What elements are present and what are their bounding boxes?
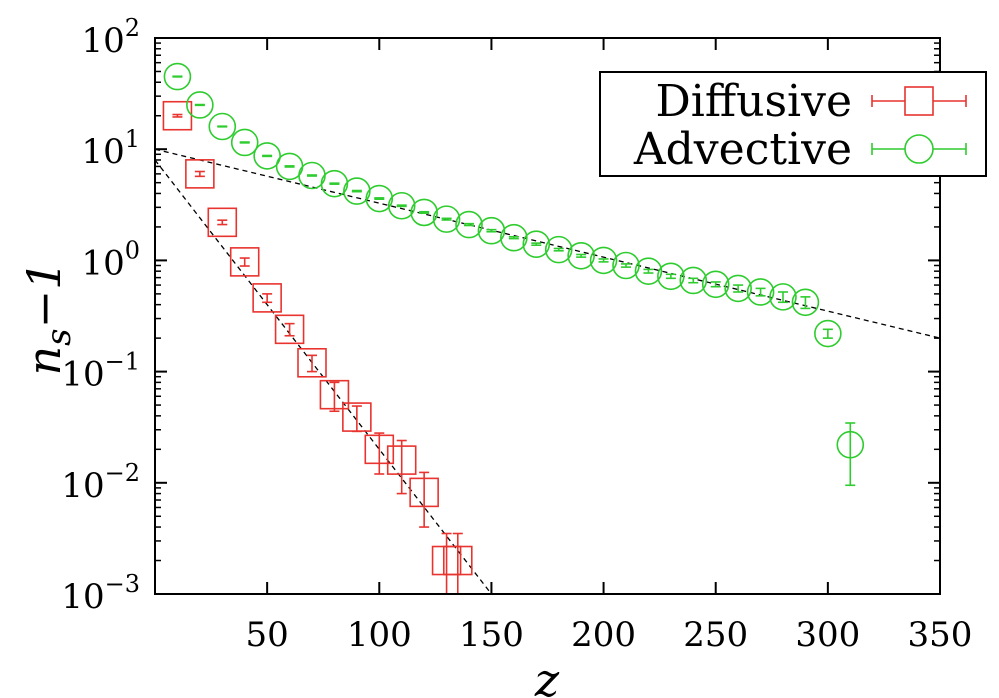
data-point-circle (522, 230, 551, 258)
data-point-circle (836, 430, 865, 459)
y-tick-label-base: 10 (81, 243, 124, 283)
data-point-circle (500, 223, 528, 252)
series-diffusive (162, 100, 473, 595)
x-tick-label: 350 (908, 615, 973, 655)
data-point-circle (634, 257, 663, 285)
y-tick-label: 100 (81, 236, 140, 283)
data-point-square (386, 445, 417, 475)
y-axis-label-main: n (17, 346, 71, 376)
data-point-circle (387, 191, 416, 220)
x-tick-label: 150 (459, 615, 524, 655)
x-tick-label: 250 (683, 615, 748, 655)
y-tick-label-exponent: 2 (125, 14, 140, 42)
y-tick-label: 10−2 (61, 459, 140, 506)
data-point-circle (746, 278, 775, 306)
legend-symbol-advective (871, 134, 967, 164)
y-tick-label: 10−3 (61, 570, 140, 617)
y-axis-label-sub: s (39, 328, 79, 345)
data-point-square (409, 477, 439, 508)
data-point-square (342, 402, 372, 432)
data-point-circle (186, 91, 214, 119)
y-tick-label-exponent: 0 (125, 236, 140, 264)
y-tick-label-exponent: −1 (105, 348, 140, 376)
data-point-square (229, 247, 260, 277)
y-tick-label-exponent: −3 (105, 570, 140, 598)
y-axis-label: ns−1 (17, 261, 79, 376)
x-tick-label: 200 (571, 615, 636, 655)
data-point-circle (455, 210, 483, 239)
y-tick-label-base: 10 (81, 132, 124, 172)
legend-marker-circle (904, 134, 934, 164)
y-tick-label: 101 (81, 125, 140, 172)
data-point-circle (791, 288, 820, 317)
data-point-circle (163, 62, 192, 91)
data-point-circle (769, 283, 797, 311)
legend-marker-square (904, 86, 934, 116)
data-point-square (319, 379, 350, 410)
legend-label-advective: Advective (633, 124, 852, 175)
data-point-square (274, 314, 305, 345)
data-point-square (252, 283, 282, 313)
data-point-circle (365, 184, 394, 213)
y-tick-label-base: 10 (61, 355, 104, 395)
data-point-square (185, 159, 215, 189)
data-series (162, 62, 865, 595)
data-point-circle (432, 205, 461, 233)
data-point-circle (230, 128, 259, 157)
data-point-circle (814, 319, 842, 348)
data-point-circle (589, 246, 618, 275)
y-tick-label-base: 10 (61, 466, 104, 506)
data-point-circle (477, 216, 506, 245)
legend-symbols (871, 86, 967, 164)
data-point-circle (701, 270, 730, 299)
legend: Diffusive Advective (599, 71, 987, 177)
x-tick-label: 50 (246, 615, 289, 655)
data-point-square (442, 545, 473, 576)
y-tick-label: 102 (81, 14, 140, 61)
y-tick-label-exponent: −2 (105, 459, 140, 487)
data-point-circle (544, 235, 573, 264)
y-tick-label-base: 10 (81, 21, 124, 61)
y-axis-label-suffix: −1 (17, 261, 71, 329)
data-point-square (297, 347, 327, 378)
data-point-circle (343, 177, 371, 205)
x-tick-label: 300 (795, 615, 860, 655)
data-point-circle (724, 274, 752, 303)
x-tick-label: 100 (347, 615, 412, 655)
axis-ticks: 50 100 150 200 250 300 35010210110010−110−210−… (61, 14, 972, 655)
data-point-circle (253, 142, 281, 170)
y-tick-label-exponent: 1 (125, 125, 140, 153)
data-point-circle (612, 251, 640, 280)
legend-label-diffusive: Diffusive (656, 76, 853, 127)
y-tick-label: 10−1 (61, 348, 140, 395)
x-axis-label: z (534, 653, 560, 698)
data-point-circle (410, 198, 438, 227)
legend-symbol-diffusive (871, 86, 967, 116)
data-point-circle (320, 169, 349, 198)
data-point-circle (567, 241, 595, 270)
y-tick-label-base: 10 (61, 577, 104, 617)
data-point-circle (208, 112, 237, 141)
data-point-square (364, 434, 395, 465)
data-point-circle (679, 266, 708, 295)
data-point-square (207, 207, 238, 238)
series-advective (163, 62, 865, 487)
data-point-circle (657, 262, 685, 291)
plot-frame (154, 37, 941, 595)
